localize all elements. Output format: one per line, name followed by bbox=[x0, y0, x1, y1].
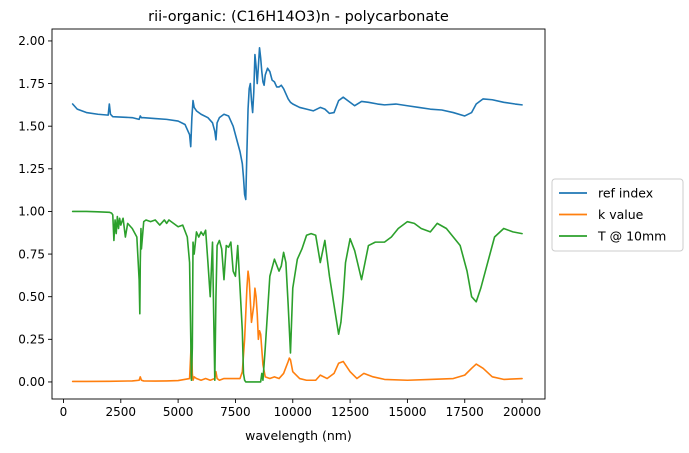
y-tick-label: 1.00 bbox=[18, 205, 45, 219]
x-tick-label: 7500 bbox=[220, 405, 251, 419]
y-tick-label: 0.75 bbox=[18, 247, 45, 261]
legend-label: k value bbox=[598, 207, 644, 222]
legend-label: ref index bbox=[598, 186, 653, 201]
y-axis: 0.00 0.25 0.50 0.75 1.00 1.25 1.50 1.75 2.00 bbox=[18, 34, 52, 389]
legend: ref index k value T @ 10mm bbox=[551, 178, 684, 252]
x-tick-label: 15000 bbox=[388, 405, 426, 419]
x-tick-label: 20000 bbox=[503, 405, 541, 419]
plot-frame bbox=[51, 28, 546, 400]
x-tick-label: 17500 bbox=[446, 405, 484, 419]
series-line-1 bbox=[71, 46, 523, 201]
x-tick-label: 10000 bbox=[274, 405, 312, 419]
y-tick-label: 0.25 bbox=[18, 333, 45, 347]
x-tick-label: 5000 bbox=[163, 405, 194, 419]
y-tick-label: 2.00 bbox=[18, 34, 45, 48]
x-axis: 0 2500 5000 7500 10000 12500 15000 17500 20000 bbox=[60, 399, 541, 419]
chart-title: rii-organic: (C16H14O3)n - polycarbonate bbox=[148, 9, 449, 25]
y-tick-label: 1.75 bbox=[18, 77, 45, 91]
series-line-3 bbox=[71, 210, 523, 383]
x-tick-label: 2500 bbox=[106, 405, 137, 419]
y-tick-label: 0.50 bbox=[18, 290, 45, 304]
legend-label: T @ 10mm bbox=[597, 229, 666, 244]
x-tick-label: 0 bbox=[60, 405, 68, 419]
x-axis-label: wavelength (nm) bbox=[245, 428, 352, 443]
plot-area bbox=[71, 46, 523, 383]
x-tick-label: 12500 bbox=[331, 405, 369, 419]
y-tick-label: 1.25 bbox=[18, 162, 45, 176]
y-tick-label: 0.00 bbox=[18, 375, 45, 389]
y-tick-label: 1.50 bbox=[18, 119, 45, 133]
legend-box bbox=[551, 178, 684, 252]
